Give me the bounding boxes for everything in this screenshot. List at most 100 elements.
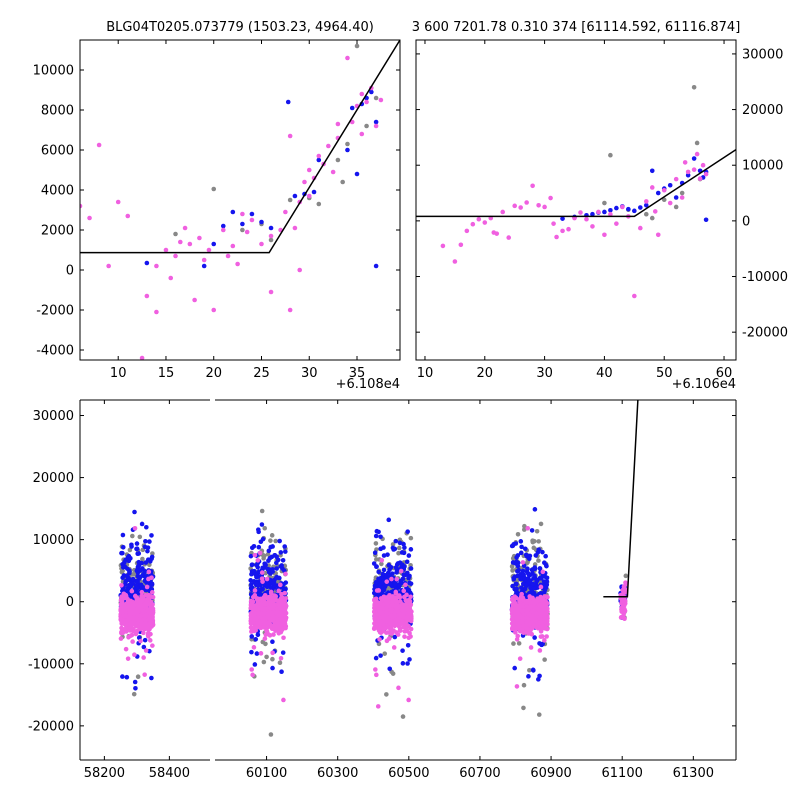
top-right-xtick-label: 20 [477, 366, 494, 381]
top-left-blue-point [311, 189, 317, 195]
bottom-magenta-point [380, 606, 386, 611]
bottom-blue-point [130, 576, 136, 582]
bottom-magenta-point [282, 590, 288, 596]
top-left-blue-point [285, 99, 291, 105]
bottom-blue-point [397, 583, 402, 589]
bottom-magenta-point [142, 604, 148, 610]
bottom-magenta-point [141, 608, 146, 614]
bottom-gray-point [531, 545, 537, 551]
bottom-magenta-point [138, 638, 143, 644]
bottom-blue-point [525, 566, 530, 572]
bottom-blue-point [372, 550, 378, 556]
bottom-magenta-point [544, 603, 549, 608]
bottom-magenta-point [248, 598, 254, 604]
bottom-magenta-point [544, 634, 549, 639]
bottom-magenta-point [252, 552, 258, 558]
bottom-blue-point [381, 567, 387, 573]
bottom-blue-point [253, 636, 259, 642]
bottom-magenta-point [139, 598, 145, 604]
bottom-blue-point [381, 545, 386, 550]
top-left-magenta-point [316, 153, 322, 159]
bottom-magenta-point [132, 652, 137, 658]
bottom-gray-point [390, 542, 396, 547]
bottom-magenta-point [525, 525, 531, 531]
bottom-gray-point [120, 568, 125, 574]
bottom-magenta-point [134, 595, 139, 600]
bottom-magenta-point [131, 603, 136, 608]
top-left-blue-point [249, 211, 255, 217]
bottom-blue-point [274, 560, 279, 566]
bottom-magenta-point [394, 576, 400, 582]
bottom-blue-point [520, 581, 526, 587]
top-right-magenta-point [643, 199, 649, 204]
top-right-magenta-point [673, 176, 679, 182]
bottom-xtick-label: 58200 [84, 766, 125, 781]
bottom-magenta-point [278, 599, 283, 604]
bottom-magenta-point [281, 606, 287, 612]
bottom-magenta-point [403, 582, 408, 588]
bottom-magenta-point [127, 615, 133, 621]
bottom-magenta-point [514, 637, 520, 642]
top-right-magenta-point [655, 232, 661, 238]
bottom-gray-point [273, 538, 279, 544]
top-left-magenta-point [96, 142, 102, 148]
top-right-blue-point [673, 195, 679, 200]
top-left-gray-point [373, 95, 379, 101]
bottom-magenta-point [278, 582, 283, 588]
bottom-magenta-point [255, 558, 261, 563]
bottom-magenta-point [122, 620, 127, 625]
top-right-blue-point [637, 205, 643, 210]
bottom-magenta-point [261, 595, 266, 601]
bottom-blue-point [526, 554, 532, 560]
bottom-blue-point [137, 568, 143, 573]
top-right-magenta-point [694, 151, 700, 157]
bottom-magenta-point [272, 597, 278, 602]
top-right-magenta-point [578, 210, 583, 215]
bottom-blue-point [385, 552, 390, 557]
top-right-gray-point [694, 140, 700, 146]
top-right-magenta-point [548, 195, 553, 201]
bottom-magenta-point [281, 635, 286, 641]
bottom-blue-point [259, 522, 265, 527]
bottom-magenta-point [514, 684, 520, 689]
bottom-magenta-point [530, 617, 536, 623]
bottom-blue-point [145, 548, 150, 554]
top-right-magenta-point [560, 228, 565, 234]
top-left-blue-point [292, 193, 298, 199]
top-left-magenta-point [206, 247, 212, 253]
bottom-magenta-point [132, 525, 138, 531]
bottom-magenta-point [377, 637, 382, 642]
bottom-blue-point [136, 559, 142, 565]
top-left-blue-point [201, 263, 207, 269]
bottom-blue-point [143, 538, 148, 544]
top-right-magenta-point [620, 204, 625, 210]
top-left-magenta-point [302, 179, 307, 185]
bottom-blue-point [408, 566, 414, 571]
top-right-magenta-point [691, 167, 697, 172]
top-left-magenta-point [364, 99, 369, 105]
top-left-magenta-point [240, 211, 245, 217]
top-left-ytick-label: 8000 [41, 104, 74, 119]
bottom-blue-point [133, 685, 138, 691]
bottom-magenta-point [138, 603, 144, 608]
bottom-magenta-point [406, 599, 412, 605]
bottom-blue-point [401, 541, 406, 547]
bottom-blue-point [126, 577, 131, 582]
top-left-magenta-point [287, 133, 293, 139]
bottom-magenta-point [408, 618, 413, 623]
bottom-magenta-point [128, 598, 134, 604]
bottom-blue-point [373, 655, 379, 661]
top-left-gray-point [364, 123, 369, 129]
bottom-magenta-point [533, 623, 539, 629]
top-left-ytick-label: 2000 [41, 224, 74, 239]
bottom-blue-point [255, 564, 260, 570]
top-right-blue-point [632, 208, 637, 214]
bottom-magenta-point [278, 612, 284, 618]
bottom-xtick-label: 58400 [149, 766, 190, 781]
bottom-magenta-point [388, 608, 394, 613]
top-left-gray-point [287, 197, 293, 203]
bottom-xtick-label: 60900 [530, 766, 571, 781]
top-left-magenta-point [154, 309, 159, 315]
bottom-gray-point [137, 534, 143, 540]
bottom-blue-point [543, 553, 548, 559]
